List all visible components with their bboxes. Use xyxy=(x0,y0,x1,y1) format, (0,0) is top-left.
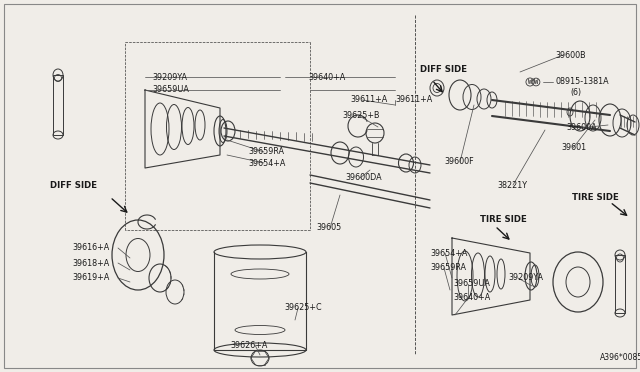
Text: 39601: 39601 xyxy=(561,144,586,153)
Text: 38221Y: 38221Y xyxy=(497,180,527,189)
Text: DIFF SIDE: DIFF SIDE xyxy=(50,180,97,189)
Bar xyxy=(53,75,63,135)
Text: 39619+A: 39619+A xyxy=(72,273,109,282)
Text: W: W xyxy=(534,79,538,85)
Bar xyxy=(615,255,625,313)
Text: A396*0085: A396*0085 xyxy=(600,353,640,362)
Text: 39659UA: 39659UA xyxy=(453,279,490,289)
Text: 39654+A: 39654+A xyxy=(248,158,285,167)
Text: 39640+A: 39640+A xyxy=(453,294,490,302)
Text: 39611+A: 39611+A xyxy=(350,96,387,105)
Text: 39600B: 39600B xyxy=(555,51,586,60)
Text: TIRE SIDE: TIRE SIDE xyxy=(480,215,527,224)
Text: 39626+A: 39626+A xyxy=(230,340,268,350)
Text: 39600DA: 39600DA xyxy=(345,173,381,183)
Text: DIFF SIDE: DIFF SIDE xyxy=(420,65,467,74)
Text: 39625+C: 39625+C xyxy=(284,304,322,312)
Text: W: W xyxy=(528,79,532,85)
Text: 39616+A: 39616+A xyxy=(72,244,109,253)
Text: (6): (6) xyxy=(570,87,581,96)
Text: TIRE SIDE: TIRE SIDE xyxy=(572,193,619,202)
Text: 39605: 39605 xyxy=(316,224,341,232)
Text: 39618+A: 39618+A xyxy=(72,259,109,267)
Text: 39654+A: 39654+A xyxy=(430,248,467,257)
Text: 39659RA: 39659RA xyxy=(430,263,466,273)
Text: 39625+B: 39625+B xyxy=(342,110,380,119)
Text: 39209YA: 39209YA xyxy=(152,73,187,81)
Text: 39600A: 39600A xyxy=(566,124,596,132)
Text: 39659UA: 39659UA xyxy=(152,86,189,94)
Text: 39611+A: 39611+A xyxy=(395,96,432,105)
Text: 39600F: 39600F xyxy=(444,157,474,167)
Text: 39659RA: 39659RA xyxy=(248,148,284,157)
Text: 08915-1381A: 08915-1381A xyxy=(555,77,609,87)
Text: 39209YA: 39209YA xyxy=(508,273,543,282)
Text: 39640+A: 39640+A xyxy=(308,73,345,81)
